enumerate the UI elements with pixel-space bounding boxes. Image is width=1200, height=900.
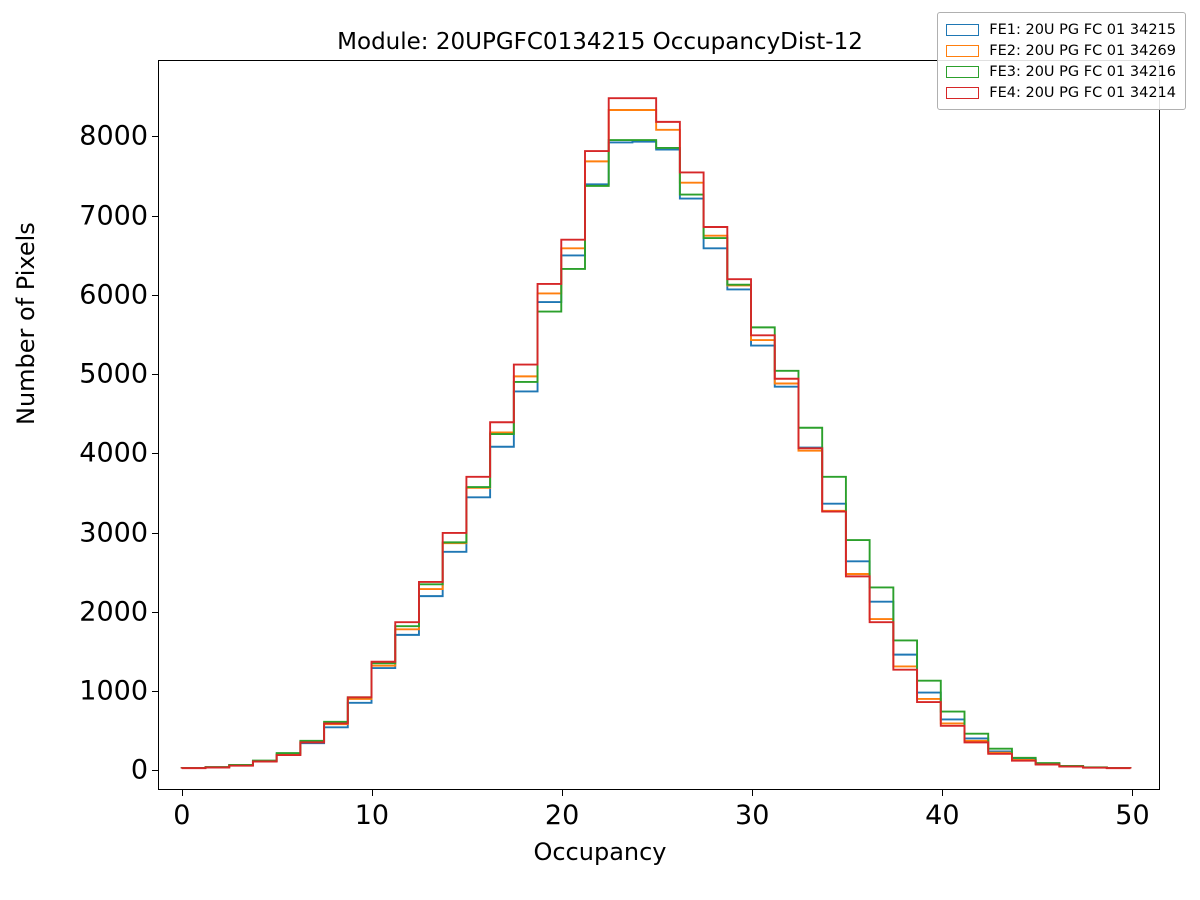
legend: FE1: 20U PG FC 01 34215 FE2: 20U PG FC 01… (937, 12, 1186, 110)
x-axis-tick-mark (942, 789, 944, 796)
legend-swatch-icon (946, 86, 980, 99)
plot-axes: 0 1000 2000 3000 4000 5000 6000 7000 8000 0 10 20 30… (79, 60, 1160, 829)
histogram-step-series-1 (182, 142, 1131, 769)
y-axis-label: Number of Pixels (12, 222, 40, 425)
legend-item-1: FE1: 20U PG FC 01 34215 (946, 19, 1176, 40)
x-axis-tick-mark (752, 789, 754, 796)
y-axis-tick-label: 7000 (79, 200, 148, 232)
histogram-series-group (159, 61, 1159, 789)
legend-label: FE4: 20U PG FC 01 34214 (989, 84, 1176, 101)
y-axis-tick-mark (152, 136, 159, 138)
x-axis-tick-mark (371, 789, 373, 796)
legend-item-3: FE3: 20U PG FC 01 34216 (946, 61, 1176, 82)
y-axis-tick-label: 2000 (79, 596, 148, 628)
histogram-step-series-3 (182, 140, 1131, 768)
x-axis-tick-mark (1132, 789, 1134, 796)
y-axis-tick-label: 0 (130, 754, 148, 786)
histogram-step-series-2 (182, 110, 1131, 768)
y-axis-tick-mark (152, 611, 159, 613)
legend-swatch-icon (946, 44, 980, 57)
y-axis-tick-label: 6000 (79, 279, 148, 311)
legend-item-4: FE4: 20U PG FC 01 34214 (946, 82, 1176, 103)
plot-inner (159, 61, 1159, 789)
y-axis-tick-label: 8000 (79, 120, 148, 152)
x-axis-tick-label: 0 (173, 800, 191, 831)
y-axis-tick-mark (152, 691, 159, 693)
y-axis-tick-label: 5000 (79, 358, 148, 390)
legend-label: FE3: 20U PG FC 01 34216 (989, 63, 1176, 80)
legend-swatch-icon (946, 23, 980, 36)
y-axis-tick-mark (152, 374, 159, 376)
y-axis-tick-label: 1000 (79, 675, 148, 707)
legend-swatch-icon (946, 65, 980, 78)
legend-label: FE2: 20U PG FC 01 34269 (989, 42, 1176, 59)
x-axis-tick-label: 20 (544, 800, 580, 831)
histogram-step-series-4 (182, 98, 1131, 768)
x-axis-label: Occupancy (533, 838, 667, 866)
y-axis-tick-mark (152, 294, 159, 296)
x-axis-tick-label: 30 (735, 800, 770, 831)
x-axis-tick-label: 50 (1115, 800, 1150, 831)
legend-item-2: FE2: 20U PG FC 01 34269 (946, 40, 1176, 61)
y-axis-tick-label: 4000 (79, 437, 148, 469)
chart-title: Module: 20UPGFC0134215 OccupancyDist-12 (337, 29, 863, 55)
y-axis-tick-mark (152, 215, 159, 217)
x-axis-tick-label: 10 (354, 800, 390, 831)
y-axis-tick-mark (152, 532, 159, 534)
x-axis-tick-label: 40 (925, 800, 960, 831)
legend-label: FE1: 20U PG FC 01 34215 (989, 21, 1176, 38)
y-axis-tick-label: 3000 (79, 517, 148, 549)
x-axis-tick-mark (181, 789, 183, 796)
y-axis-tick-mark (152, 453, 159, 455)
x-axis-tick-mark (562, 789, 564, 796)
y-axis-tick-mark (152, 770, 159, 772)
